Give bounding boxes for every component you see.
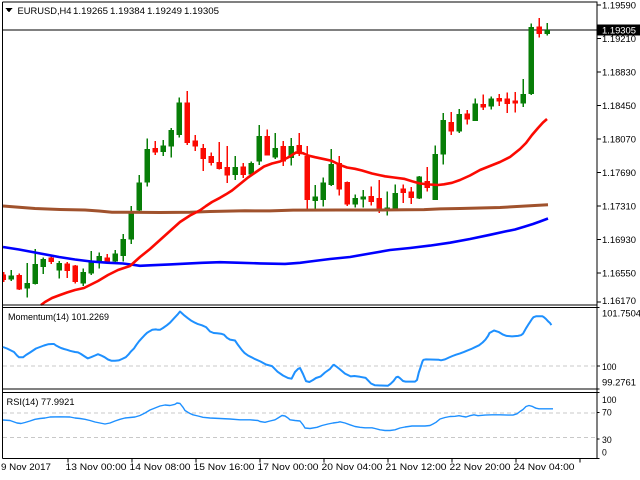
svg-text:1.17310: 1.17310 [602,201,636,212]
svg-text:1.19210: 1.19210 [602,34,636,45]
svg-text:1.16170: 1.16170 [602,296,636,307]
svg-text:24 Nov 04:00: 24 Nov 04:00 [514,462,575,473]
svg-text:9 Nov 2017: 9 Nov 2017 [1,462,51,473]
svg-text:1.19590: 1.19590 [602,0,636,11]
svg-text:30: 30 [602,435,612,446]
svg-text:99.2761: 99.2761 [602,378,636,389]
svg-text:EURUSD,H4: EURUSD,H4 [18,6,72,17]
svg-text:20 Nov 04:00: 20 Nov 04:00 [322,462,383,473]
svg-text:0: 0 [602,448,607,459]
svg-text:22 Nov 20:00: 22 Nov 20:00 [450,462,511,473]
svg-text:1.18450: 1.18450 [602,101,636,112]
svg-text:1.19249: 1.19249 [147,6,182,17]
svg-text:13 Nov 00:00: 13 Nov 00:00 [66,462,127,473]
svg-text:1.18070: 1.18070 [602,134,636,145]
svg-text:1.16550: 1.16550 [602,268,636,279]
svg-text:RSI(14) 77.9921: RSI(14) 77.9921 [7,397,75,408]
svg-text:1.19384: 1.19384 [110,6,145,17]
svg-text:1.19305: 1.19305 [184,6,219,17]
svg-text:1.17690: 1.17690 [602,168,636,179]
svg-text:1.19265: 1.19265 [73,6,108,17]
svg-text:1.18830: 1.18830 [602,67,636,78]
svg-text:100: 100 [602,362,617,373]
svg-text:70: 70 [602,408,612,419]
svg-text:21 Nov 12:00: 21 Nov 12:00 [386,462,447,473]
svg-text:Momentum(14) 101.2269: Momentum(14) 101.2269 [8,312,109,323]
svg-text:100: 100 [602,395,617,406]
svg-text:1.16930: 1.16930 [602,235,636,246]
svg-text:15 Nov 16:00: 15 Nov 16:00 [194,462,255,473]
svg-text:1.19305: 1.19305 [602,26,636,37]
svg-text:14 Nov 08:00: 14 Nov 08:00 [130,462,191,473]
svg-text:101.7504: 101.7504 [602,309,640,320]
svg-text:17 Nov 00:00: 17 Nov 00:00 [258,462,319,473]
